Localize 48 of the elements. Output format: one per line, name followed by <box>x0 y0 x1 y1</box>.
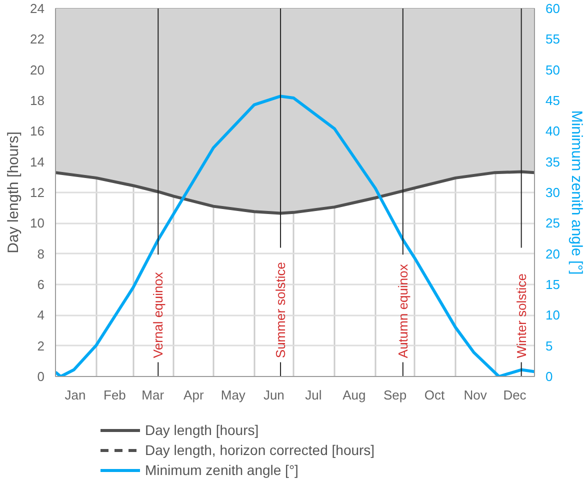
y2-tick-label: 55 <box>546 32 560 47</box>
y-tick-label: 22 <box>30 32 45 47</box>
y2-tick-label: 35 <box>546 154 560 170</box>
y-tick-label: 6 <box>37 277 45 292</box>
legend-label: Minimum zenith angle [°] <box>145 462 298 478</box>
y-tick-label: 2 <box>37 338 45 354</box>
y2-tick-label: 15 <box>546 277 560 292</box>
y2-tick-label: 5 <box>546 338 553 354</box>
y-tick-label: 18 <box>30 93 45 108</box>
y2-tick-label: 0 <box>546 369 553 384</box>
y2-tick-label: 10 <box>546 308 560 323</box>
x-tick-label: Oct <box>424 388 445 402</box>
x-tick-label: Apr <box>184 388 204 402</box>
x-tick-label: Aug <box>342 388 366 402</box>
y2-tick-label: 50 <box>546 62 560 78</box>
y2-tick-label: 60 <box>546 1 560 16</box>
y-tick-label: 16 <box>30 124 45 139</box>
x-tick-label: Mar <box>142 388 165 402</box>
y2-tick-label: 25 <box>546 216 560 231</box>
x-tick-label: Sep <box>383 388 407 402</box>
ref-line-label: Vernal equinox <box>150 272 166 358</box>
ref-line-label: Summer solstice <box>273 262 288 358</box>
y2-tick-label: 20 <box>546 246 560 262</box>
y-tick-label: 4 <box>37 308 45 323</box>
line-series <box>56 170 534 215</box>
x-tick-label: Jun <box>263 388 284 402</box>
y2-tick-label: 40 <box>546 124 560 139</box>
y-tick-label: 12 <box>30 185 45 200</box>
y2-tick-label: 30 <box>546 185 560 200</box>
ref-line-label: Autumn equinox <box>395 264 410 358</box>
ref-line-label: Winter solstice <box>514 274 529 358</box>
y-tick-label: 14 <box>30 154 45 170</box>
x-tick-label: Feb <box>104 388 126 402</box>
y-axis-title: Day length [hours] <box>5 132 22 254</box>
x-tick-label: Nov <box>464 388 488 402</box>
y-tick-label: 20 <box>30 62 45 78</box>
x-tick-label: Dec <box>503 388 527 402</box>
x-tick-label: May <box>220 388 246 402</box>
y-tick-label: 10 <box>30 216 45 231</box>
y-tick-label: 0 <box>37 369 45 384</box>
x-tick-label: Jan <box>64 388 86 402</box>
y2-axis-title: Minimum zenith angle [°] <box>568 110 585 275</box>
legend-label: Day length, horizon corrected [hours] <box>145 442 375 458</box>
x-tick-label: Jul <box>305 388 322 402</box>
y2-tick-label: 45 <box>546 93 560 108</box>
legend-label: Day length [hours] <box>145 422 259 438</box>
y-tick-label: 24 <box>30 1 45 16</box>
y-tick-label: 8 <box>37 246 45 262</box>
